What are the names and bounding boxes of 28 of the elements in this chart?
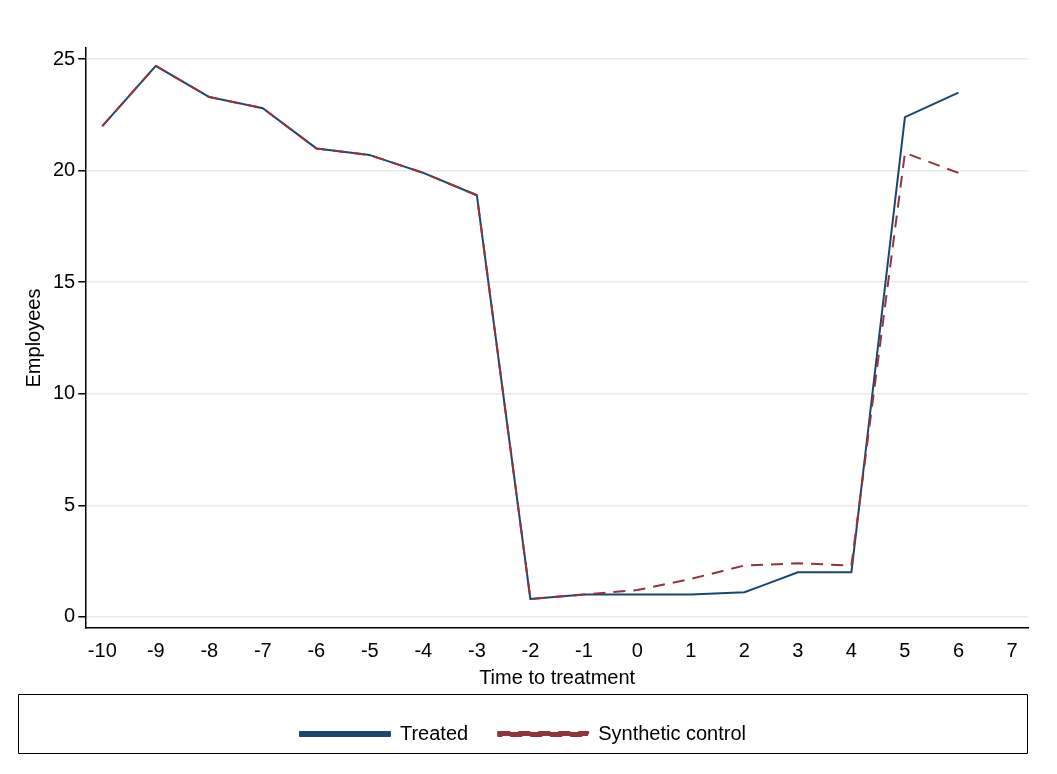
- x-tick-label: 4: [845, 638, 857, 661]
- y-tick-label: 25: [53, 46, 76, 69]
- x-tick-label: 0: [631, 638, 643, 661]
- legend-label: Treated: [399, 721, 469, 744]
- x-tick-label: -7: [253, 638, 272, 661]
- y-axis-title: Employees: [21, 288, 44, 388]
- x-tick-label: 3: [792, 638, 804, 661]
- x-tick-label: -10: [87, 638, 117, 661]
- x-tick-label: 7: [1006, 638, 1018, 661]
- x-tick-label: 5: [899, 638, 911, 661]
- x-tick-label: -1: [574, 638, 593, 661]
- y-tick-label: 5: [64, 492, 76, 515]
- y-tick-label: 0: [64, 604, 76, 627]
- x-tick-label: -2: [521, 638, 540, 661]
- x-tick-label: -6: [307, 638, 326, 661]
- y-tick-label: 15: [53, 269, 76, 292]
- y-tick-label: 10: [53, 381, 76, 404]
- legend-label: Synthetic control: [598, 721, 747, 744]
- x-tick-label: 2: [738, 638, 750, 661]
- x-axis-title: Time to treatment: [479, 665, 636, 688]
- x-tick-label: -4: [414, 638, 433, 661]
- x-tick-label: -3: [467, 638, 486, 661]
- x-tick-label: -8: [200, 638, 219, 661]
- y-tick-label: 20: [53, 158, 76, 181]
- x-tick-label: -5: [360, 638, 379, 661]
- x-tick-label: 6: [952, 638, 964, 661]
- x-tick-label: 1: [685, 638, 697, 661]
- x-tick-label: -9: [146, 638, 165, 661]
